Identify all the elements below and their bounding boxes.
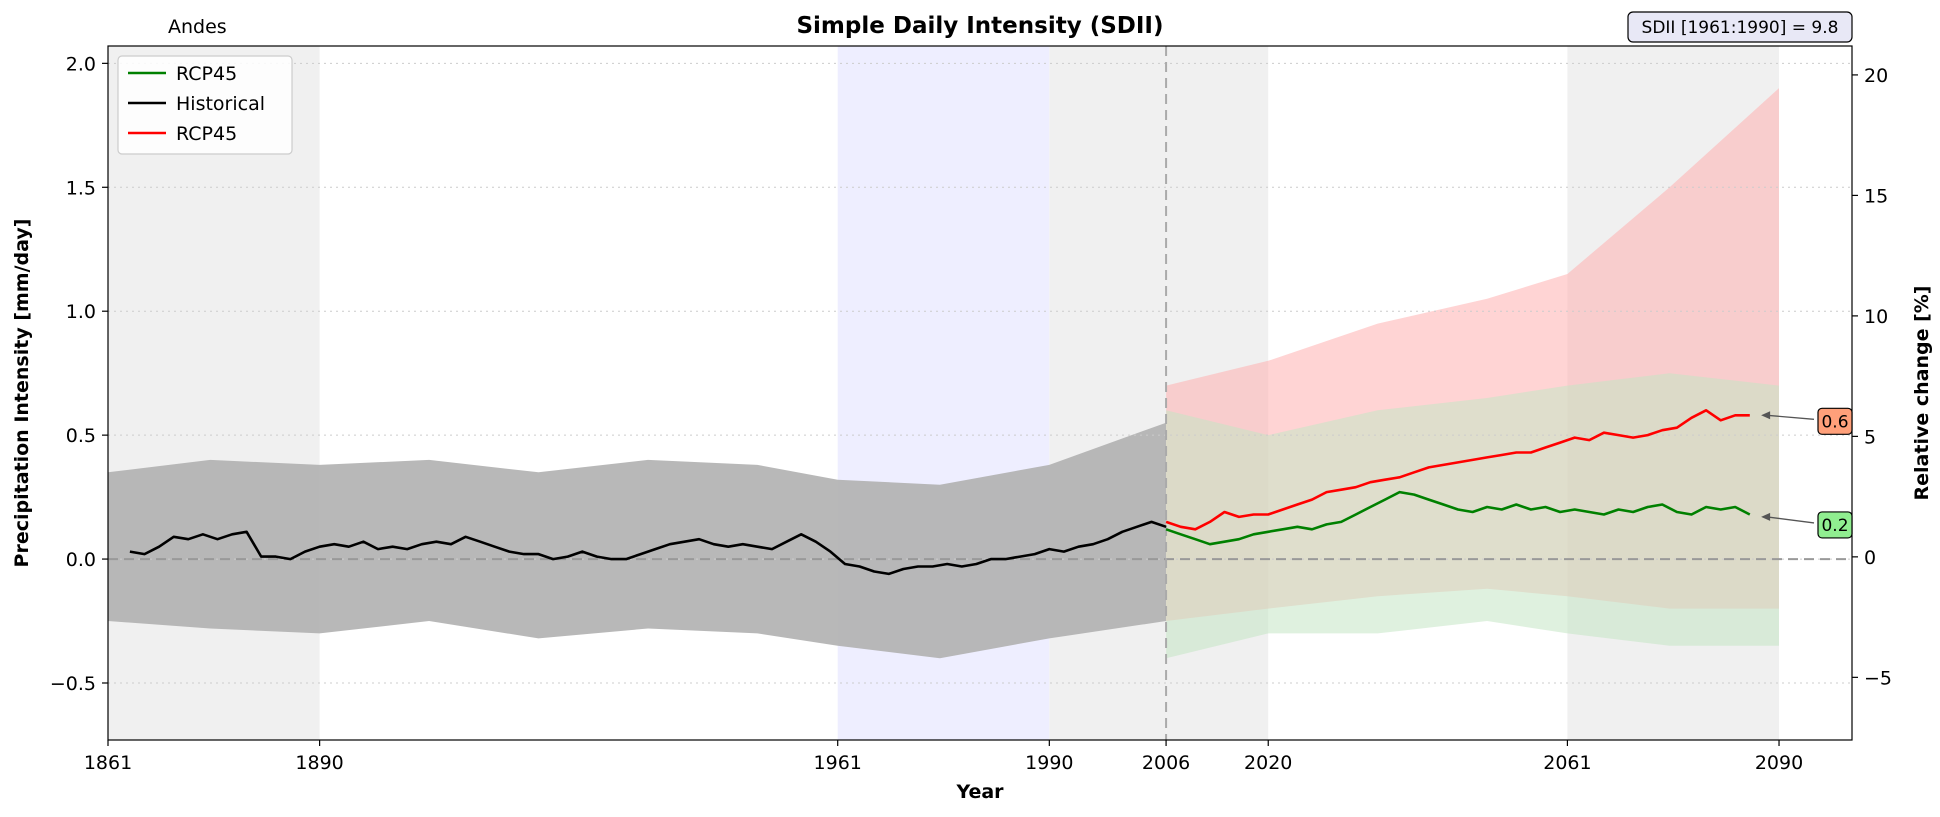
annotation-box-0 [1817, 407, 1853, 435]
grid-lines [108, 62, 1852, 684]
spread-band-0 [108, 422, 1167, 659]
shaded-period-2 [1049, 46, 1167, 740]
baseline-box: SDII [1961:1990] = 9.8 [1627, 11, 1853, 43]
legend-label-0: RCP45 [176, 63, 237, 85]
series-line-2 [1165, 490, 1751, 546]
annotation-label-1: 0.2 [1821, 516, 1848, 536]
chart-title: Simple Daily Intensity (SDII) [796, 13, 1163, 39]
annotation-arrow-0 [1767, 414, 1815, 420]
y-right-axis-title: Relative change [%] [1911, 286, 1933, 501]
x-axis-title: Year [955, 781, 1004, 803]
svg-text:SDII [1961:1990] = 9.8: SDII [1961:1990] = 9.8 [1642, 18, 1839, 38]
legend-label-2: RCP45 [176, 123, 237, 145]
x-tick-label-4: 2006 [1142, 752, 1190, 774]
x-tick-label-2: 1961 [814, 752, 862, 774]
x-tick-label-3: 1990 [1025, 752, 1073, 774]
reference-lines [108, 46, 1852, 740]
annotations: 0.6 0.2 [1761, 407, 1853, 539]
x-tick-label-7: 2090 [1755, 752, 1803, 774]
series-line-0 [129, 520, 1167, 576]
spread-band-2 [1166, 373, 1779, 659]
legend-label-1: Historical [176, 93, 265, 115]
region-label: Andes [168, 16, 227, 38]
annotation-arrowhead-0 [1761, 411, 1771, 420]
series-line-1 [1165, 408, 1750, 531]
y-axis-ticks: −0.5 0.0 0.5 1.0 1.5 2.0 [50, 53, 108, 695]
annotation-arrowhead-1 [1761, 512, 1771, 521]
annotation-arrow-1 [1767, 516, 1815, 524]
y-tick-label-3: 1.0 [66, 301, 96, 323]
y-right-axis-ticks: −5 0 5 10 15 20 [1852, 65, 1892, 689]
y-tick-label-2: 0.5 [66, 425, 96, 447]
spread-bands [108, 88, 1779, 659]
y-right-tick-label-3: 10 [1864, 306, 1888, 328]
y-right-tick-label-2: 5 [1864, 426, 1876, 448]
plot-frame [107, 45, 1853, 741]
y-right-tick-label-1: 0 [1864, 547, 1876, 569]
y-tick-label-0: −0.5 [50, 673, 96, 695]
annotation-label-0: 0.6 [1821, 412, 1848, 432]
y-tick-label-5: 2.0 [66, 53, 96, 75]
y-right-tick-label-4: 15 [1864, 185, 1888, 207]
legend: RCP45 Historical RCP45 [117, 55, 293, 155]
x-tick-label-0: 1861 [84, 752, 132, 774]
y-tick-label-4: 1.5 [66, 177, 96, 199]
x-tick-label-6: 2061 [1543, 752, 1591, 774]
annotation-box-1 [1817, 511, 1853, 539]
y-axis-title: Precipitation Intensity [mm/day] [11, 219, 33, 568]
x-tick-label-1: 1890 [295, 752, 343, 774]
x-axis-ticks: 1861 1890 1961 1990 2006 2020 2061 2090 [84, 740, 1803, 774]
y-right-tick-label-5: 20 [1864, 65, 1888, 87]
series-lines [129, 408, 1751, 576]
y-tick-label-1: 0.0 [66, 549, 96, 571]
x-tick-label-5: 2020 [1244, 752, 1292, 774]
y-right-tick-label-0: −5 [1864, 667, 1892, 689]
